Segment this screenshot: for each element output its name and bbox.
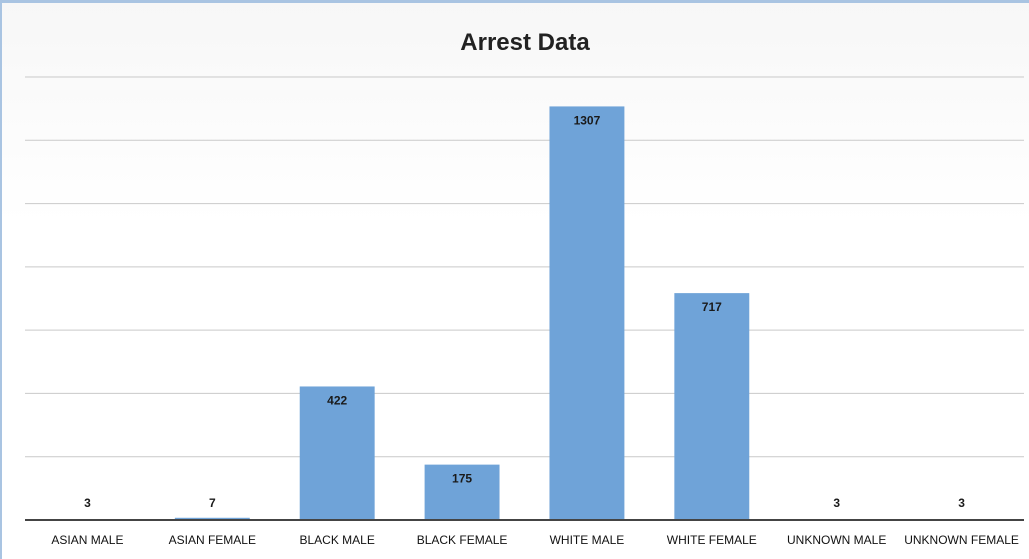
gridlines <box>25 76 1024 458</box>
category-label: ASIAN FEMALE <box>169 533 256 547</box>
bar <box>674 293 750 520</box>
data-label: 7 <box>209 496 216 510</box>
bar <box>549 106 625 520</box>
category-label: WHITE FEMALE <box>667 533 757 547</box>
bar <box>424 464 500 520</box>
data-label: 3 <box>833 496 840 510</box>
category-labels: ASIAN MALE ASIAN FEMALE BLACK MALE BLACK FE… <box>51 533 1018 547</box>
category-label: UNKNOWN MALE <box>787 533 886 547</box>
chart-top-border <box>0 0 1029 3</box>
chart-title: Arrest Data <box>460 29 590 56</box>
category-label: BLACK MALE <box>300 533 375 547</box>
data-labels: 3 7 422 175 1307 717 3 3 <box>84 113 965 510</box>
data-label: 3 <box>84 496 91 510</box>
bar <box>299 386 375 520</box>
data-label: 3 <box>958 496 965 510</box>
data-label: 422 <box>327 393 347 407</box>
category-label: UNKNOWN FEMALE <box>904 533 1019 547</box>
category-label: WHITE MALE <box>550 533 625 547</box>
category-label: BLACK FEMALE <box>417 533 508 547</box>
chart-left-border <box>0 0 2 559</box>
bar <box>174 517 250 520</box>
data-label: 1307 <box>574 113 601 127</box>
bars <box>49 106 1000 520</box>
data-label: 175 <box>452 472 472 486</box>
data-label: 717 <box>702 300 722 314</box>
category-label: ASIAN MALE <box>51 533 123 547</box>
